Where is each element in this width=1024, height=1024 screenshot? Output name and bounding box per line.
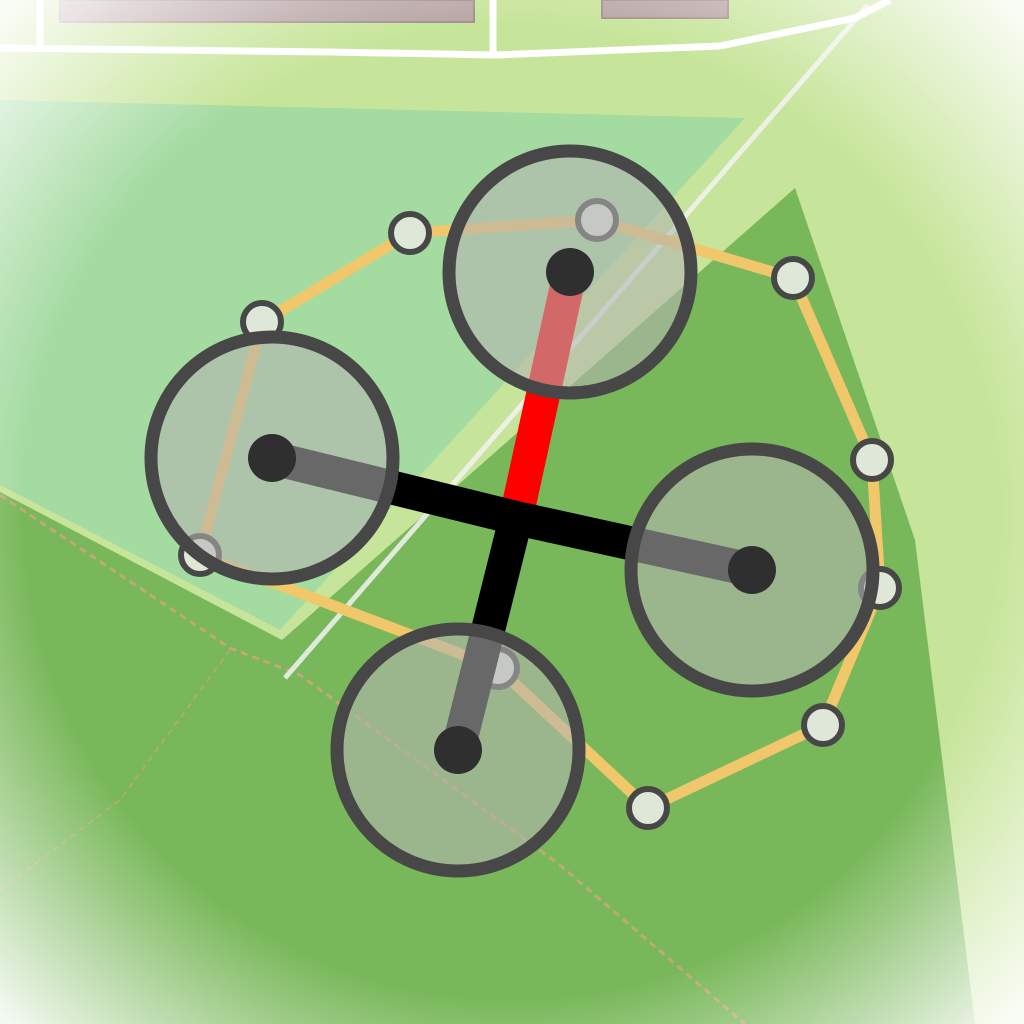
app-icon bbox=[0, 0, 1024, 1024]
vignette-overlay bbox=[0, 0, 1024, 1024]
